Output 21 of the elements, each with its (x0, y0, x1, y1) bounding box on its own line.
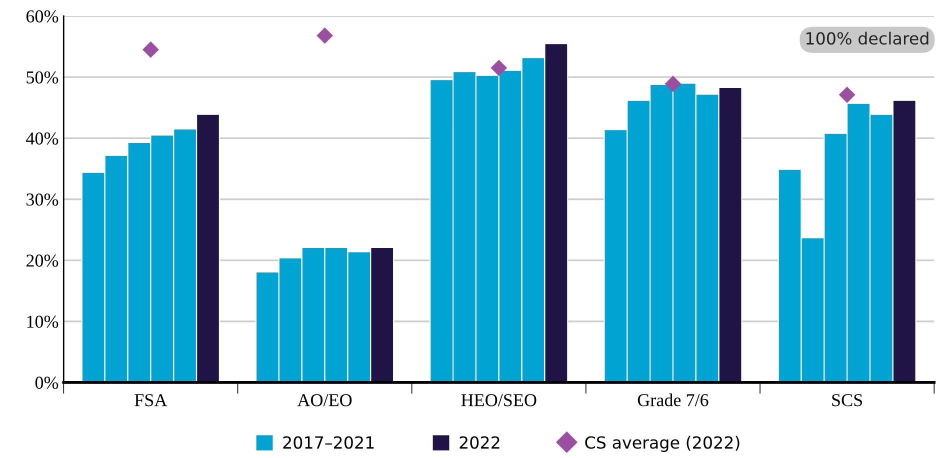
legend-label: CS average (2022) (585, 436, 740, 452)
y-tick-label: 20% (26, 254, 58, 267)
y-tick-label: 60% (26, 10, 58, 23)
x-tick-label: HEO/SEO (461, 394, 536, 406)
x-tick-label: Grade 7/6 (638, 394, 708, 406)
point (142, 41, 159, 58)
point (490, 60, 508, 76)
legend-label: 2017–2021 (283, 436, 374, 449)
x-tick-label: SCS (832, 394, 862, 406)
y-tick-label: 40% (26, 132, 58, 145)
point (838, 86, 856, 104)
y-tick-label: 50% (26, 71, 58, 84)
y-tick-label: 0% (35, 376, 58, 389)
annotation: 100% declared (806, 32, 928, 45)
x-tick-label: FSA (134, 394, 168, 406)
y-tick-label: 30% (26, 193, 58, 206)
point (316, 27, 334, 44)
point (664, 76, 682, 92)
x-tick-label: AO/EO (297, 394, 352, 406)
y-tick-label: 10% (27, 316, 58, 328)
legend-label: 2022 (460, 436, 500, 449)
